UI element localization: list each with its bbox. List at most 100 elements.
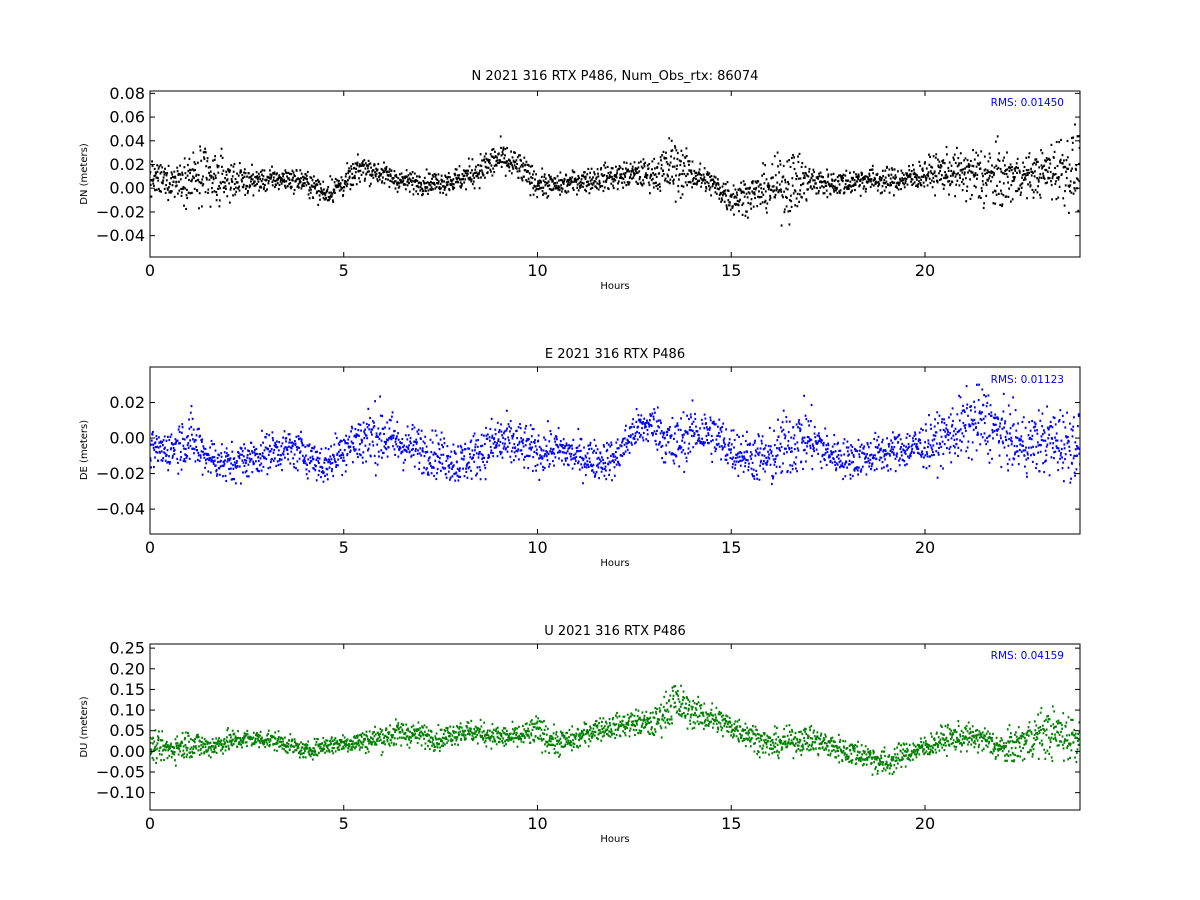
panel-east-data-point	[792, 437, 795, 440]
panel-east-data-point	[790, 450, 792, 453]
panel-north-data-point	[270, 177, 272, 180]
panel-east-data-point	[610, 441, 613, 444]
panel-north-data-point	[496, 156, 498, 159]
panel-north-data-point	[906, 172, 909, 175]
panel-east-data-point	[165, 439, 168, 442]
panel-north-data-point	[262, 182, 264, 186]
panel-north-data-point	[282, 172, 285, 176]
panel-east-data-point	[781, 430, 783, 433]
panel-east-data-point	[446, 455, 448, 458]
panel-east-data-point	[759, 461, 762, 464]
panel-north-data-point	[542, 193, 544, 196]
panel-east-data-point	[469, 440, 472, 444]
panel-east-data-point	[231, 440, 233, 443]
panel-north-data-point	[621, 176, 624, 180]
panel-north-data-point	[505, 160, 508, 163]
panel-north-data-point	[703, 167, 706, 170]
panel-east-data-point	[471, 449, 474, 452]
panel-north-data-point	[439, 191, 442, 194]
panel-east-data-point	[309, 456, 312, 459]
panel-east-data-point	[523, 466, 526, 469]
panel-north-data-point	[296, 185, 299, 188]
panel-north-data-point	[787, 180, 789, 184]
panel-north-data-point	[1035, 160, 1038, 163]
panel-north-data-point	[166, 187, 169, 190]
panel-north-data-point	[810, 176, 813, 179]
panel-north-xtick-label: 15	[721, 261, 741, 280]
panel-east-data-point	[249, 452, 252, 455]
panel-east-data-point	[440, 431, 443, 434]
panel-north-data-point	[242, 183, 245, 186]
panel-north-data-point	[306, 180, 309, 183]
panel-east-data-point	[772, 475, 775, 478]
panel-east-data-point	[933, 425, 936, 428]
panel-east-data-point	[969, 425, 972, 428]
panel-east-data-point	[685, 430, 687, 433]
panel-east-data-point	[214, 449, 217, 452]
panel-east-data-point	[874, 454, 876, 457]
panel-east-data-point	[758, 435, 760, 438]
panel-east-data-point	[774, 460, 776, 463]
panel-north-data-point	[310, 188, 312, 191]
panel-north-data-point	[1065, 159, 1068, 162]
panel-east-data-point	[821, 439, 823, 442]
panel-north-data-point	[434, 187, 437, 190]
panel-north-data-point	[831, 186, 834, 189]
panel-north-xtick-label: 0	[145, 261, 155, 280]
panel-north-data-point	[637, 182, 639, 185]
panel-north-data-point	[267, 176, 269, 179]
panel-east-data-point	[516, 437, 518, 440]
panel-north-data-point	[763, 182, 766, 185]
panel-east-data-point	[846, 450, 849, 453]
panel-east-data-point	[826, 450, 829, 453]
panel-east-data-point	[908, 456, 911, 460]
panel-east-data-point	[853, 455, 855, 458]
panel-east-data-point	[738, 435, 740, 438]
panel-east-data-point	[407, 434, 410, 437]
panel-north-data-point	[664, 157, 667, 160]
panel-north-data-point	[669, 161, 672, 164]
panel-east-data-point	[881, 438, 884, 441]
panel-north-data-point	[866, 176, 869, 179]
panel-north-data-point	[851, 189, 853, 192]
panel-east-data-point	[789, 464, 792, 467]
panel-east-data-point	[186, 455, 189, 458]
panel-north-data-point	[1002, 159, 1004, 162]
panel-north-data-point	[490, 170, 492, 173]
panel-north-data-point	[819, 180, 821, 183]
panel-north-data-point	[631, 165, 634, 168]
panel-east-data-point	[658, 426, 661, 429]
panel-north-data-point	[953, 158, 955, 161]
panel-east-data-point	[837, 457, 840, 460]
panel-east-data-point	[628, 441, 630, 444]
panel-north-data-point	[438, 186, 441, 189]
panel-east-data-point	[598, 462, 601, 465]
panel-north-data-point	[665, 157, 668, 160]
panel-east-data-point	[530, 448, 532, 451]
panel-east-data-point	[452, 464, 455, 467]
panel-north-data-point	[441, 180, 443, 183]
panel-north-data-point	[351, 172, 354, 175]
panel-east-data-point	[615, 441, 618, 444]
panel-east-data-point	[292, 457, 294, 460]
panel-east-data-point	[456, 467, 459, 470]
panel-east-data-point	[480, 433, 483, 436]
panel-east-data-point	[159, 451, 161, 454]
panel-east-data-point	[255, 460, 257, 463]
panel-north-data-point	[995, 140, 997, 143]
panel-north-data-point	[791, 184, 794, 187]
panel-north-data-point	[403, 183, 405, 186]
panel-north-data-point	[423, 176, 426, 179]
panel-north-data-point	[396, 190, 399, 193]
panel-north-data-point	[516, 162, 518, 166]
panel-east-data-point	[646, 428, 649, 432]
panel-east-data-point	[719, 427, 722, 430]
panel-north-data-point	[267, 182, 270, 185]
panel-east-data-point	[886, 437, 888, 440]
panel-north-data-point	[246, 191, 249, 195]
panel-north-data-point	[500, 165, 503, 168]
panel-east-data-point	[315, 465, 317, 468]
panel-east-data-point	[595, 451, 598, 454]
panel-east-data-point	[509, 419, 512, 423]
panel-east-data-point	[948, 451, 951, 454]
